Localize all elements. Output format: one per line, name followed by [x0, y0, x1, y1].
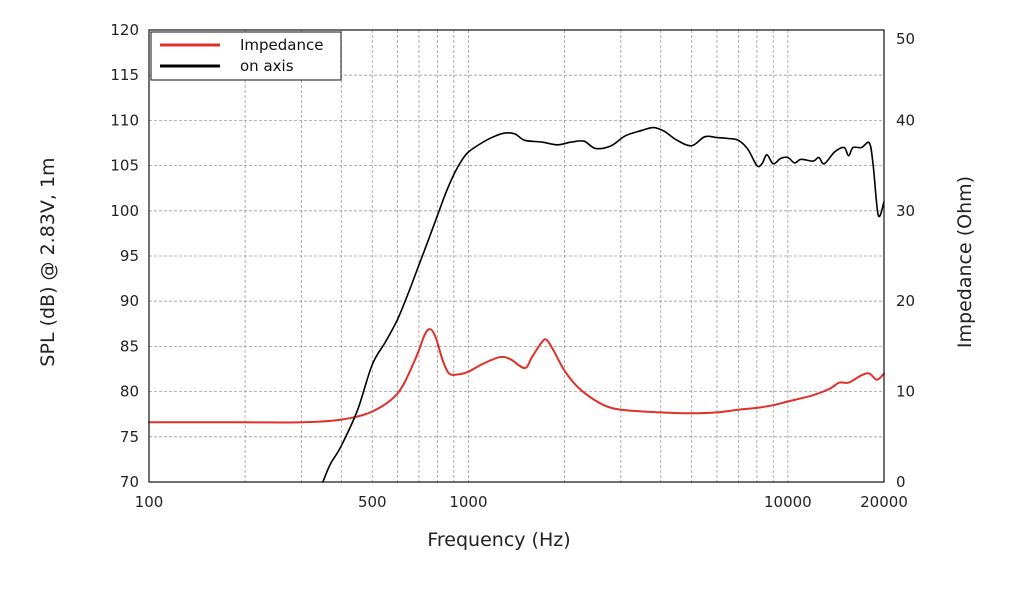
y2-tick-label: 0 — [896, 473, 906, 491]
x-tick-label: 100 — [135, 493, 164, 511]
y-tick-label: 95 — [120, 247, 139, 265]
x-tick-label: 1000 — [449, 493, 487, 511]
x-tick-label: 10000 — [764, 493, 812, 511]
y2-tick-label: 30 — [896, 202, 915, 220]
y-tick-label: 75 — [120, 428, 139, 446]
series-line-on-axis — [322, 126, 885, 483]
y-tick-label: 90 — [120, 292, 139, 310]
y-tick-label: 70 — [120, 473, 139, 491]
y-tick-label: 115 — [110, 66, 139, 84]
y-tick-label: 120 — [110, 21, 139, 39]
y-tick-label: 105 — [110, 157, 139, 175]
y-tick-label: 100 — [110, 202, 139, 220]
y-axis-label: SPL (dB) @ 2.83V, 1m — [37, 157, 59, 366]
y2-axis-label: Impedance (Ohm) — [954, 176, 976, 348]
grid — [149, 30, 884, 482]
y2-tick-label: 10 — [896, 383, 915, 401]
legend-box — [150, 31, 342, 81]
y-tick-label: 80 — [120, 383, 139, 401]
series-line-impedance — [148, 328, 885, 424]
legend: Impedance on axis — [150, 31, 342, 81]
y-tick-label: 85 — [120, 337, 139, 355]
x-axis-label: Frequency (Hz) — [427, 529, 570, 551]
legend-label-on-axis: on axis — [240, 57, 294, 75]
legend-label-impedance: Impedance — [240, 36, 323, 54]
plot-frame — [148, 29, 885, 483]
y-tick-label: 110 — [110, 111, 139, 129]
curves — [148, 126, 885, 483]
x-tick-label: 500 — [358, 493, 387, 511]
y2-tick-label: 50 — [896, 30, 915, 48]
y2-tick-label: 20 — [896, 292, 915, 310]
y2-tick-label: 40 — [896, 111, 915, 129]
x-tick-label: 20000 — [860, 493, 908, 511]
tick-labels: 100 500 1000 10000 2000070758085909510010511… — [110, 21, 915, 511]
